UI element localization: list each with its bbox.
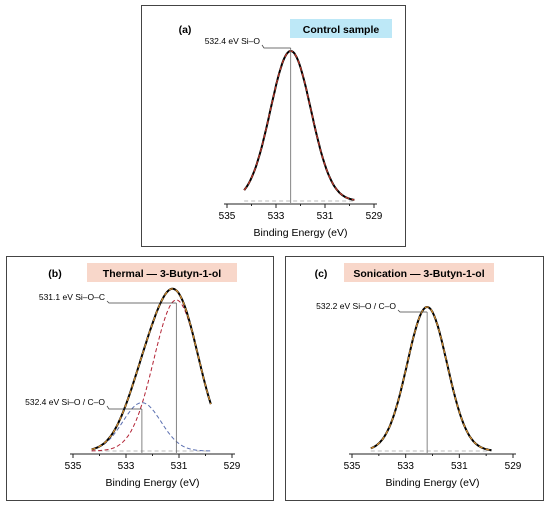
chart-a-x-label: Binding Energy (eV)	[254, 227, 348, 239]
chart-c-annotation-label-0: 532.2 eV Si–O / C–O	[316, 301, 396, 311]
chart-a-title: Control sample	[290, 19, 392, 38]
chart-b-fit	[91, 288, 212, 450]
chart-b-annotation-0: 531.1 eV Si–O–C	[39, 292, 177, 453]
chart-a-tick-label-529: 529	[366, 211, 383, 222]
chart-b-title: Thermal — 3-Butyn-1-ol	[87, 263, 237, 282]
chart-c-tick-label-533: 533	[397, 461, 414, 472]
chart-c-title-text: Sonication — 3-Butyn-1-ol	[353, 268, 484, 280]
chart-a-svg: Control sample (a) 535 533 531 529 Binding Ene…	[179, 19, 392, 239]
chart-panel-b: Thermal — 3-Butyn-1-ol (b) 535 533 531 529 Bin…	[6, 256, 274, 501]
chart-b-component-0	[91, 299, 212, 452]
chart-c-leader-0	[397, 309, 428, 313]
chart-b-leader-0	[106, 300, 177, 304]
chart-a-tick-label-533: 533	[268, 211, 285, 222]
chart-c-tick-label-529: 529	[505, 461, 522, 472]
chart-a-title-text: Control sample	[303, 24, 380, 36]
chart-c-panel-label: (c)	[315, 268, 328, 280]
chart-c-x-label: Binding Energy (eV)	[386, 477, 480, 489]
chart-b-x-label: Binding Energy (eV)	[106, 477, 200, 489]
chart-a-envelope	[243, 50, 355, 201]
chart-b-annotation-label-1: 532.4 eV Si–O / C–O	[25, 397, 105, 407]
chart-a-panel-label: (a)	[179, 24, 192, 36]
chart-a-annotation-0: 532.4 eV Si–O	[205, 36, 292, 203]
chart-a-fit	[243, 50, 355, 201]
chart-a-leader-0	[261, 44, 291, 49]
chart-b-panel-label: (b)	[48, 268, 61, 280]
chart-b-title-text: Thermal — 3-Butyn-1-ol	[103, 268, 222, 280]
chart-c-annotation-0: 532.2 eV Si–O / C–O	[316, 301, 428, 453]
chart-c-title-box	[344, 263, 494, 282]
chart-c-title: Sonication — 3-Butyn-1-ol	[344, 263, 494, 282]
chart-b-tick-label-535: 535	[65, 461, 82, 472]
chart-b-svg: Thermal — 3-Butyn-1-ol (b) 535 533 531 529 Bin…	[25, 263, 241, 489]
chart-c-tick-label-535: 535	[344, 461, 361, 472]
chart-b-tick-label-533: 533	[118, 461, 135, 472]
chart-b-title-box	[87, 263, 237, 282]
chart-c-fit	[370, 306, 492, 451]
chart-c-envelope	[370, 306, 492, 452]
chart-panel-a: Control sample (a) 535 533 531 529 Binding Ene…	[141, 5, 406, 247]
chart-b-annotation-label-0: 531.1 eV Si–O–C	[39, 292, 105, 302]
chart-b-leader-1	[106, 405, 142, 410]
chart-b-tick-label-529: 529	[224, 461, 241, 472]
chart-b-component-1	[91, 402, 211, 452]
chart-b-annotation-1: 532.4 eV Si–O / C–O	[25, 397, 143, 453]
chart-b-tick-label-531: 531	[171, 461, 188, 472]
chart-a-tick-label-535: 535	[219, 211, 236, 222]
chart-panel-c: Sonication — 3-Butyn-1-ol (c) 535 533 531 529…	[285, 256, 544, 501]
chart-c-svg: Sonication — 3-Butyn-1-ol (c) 535 533 531 529…	[315, 263, 522, 489]
chart-a-tick-label-531: 531	[317, 211, 334, 222]
chart-a-annotation-label-0: 532.4 eV Si–O	[205, 36, 261, 46]
chart-c-tick-label-531: 531	[451, 461, 468, 472]
chart-a-title-box	[290, 19, 392, 38]
